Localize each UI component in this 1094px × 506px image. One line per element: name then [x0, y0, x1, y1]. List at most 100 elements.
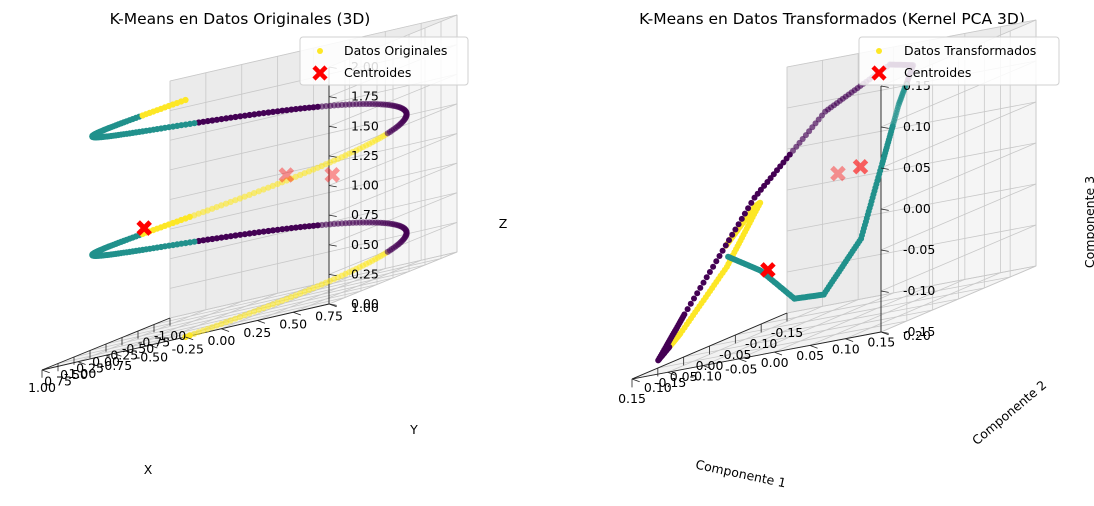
data-point: [681, 311, 688, 318]
tick-label: 0.75: [44, 374, 72, 389]
tick-label: 0.05: [670, 369, 698, 384]
grid-line: [657, 320, 907, 369]
data-point: [269, 227, 277, 234]
tick-label: -0.05: [903, 242, 935, 257]
tick-label: 1.75: [351, 89, 379, 104]
data-point: [260, 110, 267, 117]
tick-mark: [328, 273, 337, 277]
grid-line: [880, 224, 1037, 292]
data-point: [182, 96, 189, 104]
tick-label: 0.25: [351, 266, 379, 281]
data-point: [279, 226, 286, 233]
tick-mark: [880, 249, 889, 252]
data-point: [761, 182, 768, 189]
data-point: [265, 227, 272, 235]
data-point: [237, 231, 244, 238]
legend-centroid-marker: [871, 65, 887, 81]
chart-original-3d: K-Means en Datos Originales (3D) -1.00 -0…: [28, 10, 507, 477]
legend-data-label: Datos Transformados: [904, 43, 1036, 58]
data-point: [274, 226, 281, 233]
data-point: [232, 232, 239, 239]
legend-data-marker: [317, 48, 323, 54]
data-point: [748, 199, 755, 206]
data-point: [227, 233, 234, 240]
tick-mark: [738, 358, 747, 363]
tick-label: 0.15: [618, 391, 646, 406]
data-point: [260, 186, 267, 193]
tick-label: 0.25: [76, 361, 104, 376]
grid-line: [845, 272, 1001, 340]
tick-mark: [774, 351, 783, 356]
tick-mark: [328, 96, 337, 99]
data-point: [251, 308, 258, 315]
data-point: [815, 116, 822, 123]
data-point: [288, 106, 295, 113]
data-point: [729, 231, 736, 238]
tick-mark: [328, 214, 337, 217]
data-point: [255, 229, 263, 236]
data-point: [716, 253, 723, 259]
chart-kernel-pca-3d: K-Means en Datos Transformados (Kernel P…: [618, 10, 1094, 491]
data-point: [700, 279, 707, 286]
legend-centroid-label: Centroides: [904, 65, 971, 80]
tick-mark: [703, 365, 711, 369]
tick-label: 0.00: [92, 354, 120, 369]
tick-mark: [667, 371, 676, 376]
grid-line: [169, 162, 458, 230]
tick-label: 1.00: [28, 380, 56, 395]
grid-line: [786, 265, 1037, 314]
z-axis-label: Z: [499, 216, 508, 231]
data-point: [260, 228, 267, 235]
tick-label: 0.50: [60, 367, 88, 382]
legend-centroid-label: Centroides: [344, 65, 411, 80]
data-point: [227, 198, 234, 206]
grid-line: [328, 251, 458, 305]
data-point: [710, 263, 717, 270]
legend-data-label: Datos Originales: [344, 43, 447, 58]
chart-title: K-Means en Datos Originales (3D): [110, 10, 371, 28]
grid-line: [257, 268, 386, 321]
grid-line: [702, 299, 859, 366]
data-point: [297, 224, 304, 231]
data-point: [236, 195, 244, 202]
grid-line: [292, 259, 422, 313]
data-point: [719, 247, 726, 254]
grid-line: [786, 224, 1037, 273]
data-point: [269, 108, 277, 115]
tick-label: -1.00: [64, 366, 96, 381]
legend-data-marker: [876, 48, 882, 54]
data-point: [279, 107, 286, 114]
tick-mark: [257, 320, 266, 324]
data-point: [722, 242, 729, 249]
tick-label: 1.50: [351, 118, 379, 133]
data-point: [236, 313, 244, 321]
data-point: [251, 229, 258, 236]
tick-mark: [328, 185, 337, 188]
tick-mark: [631, 378, 640, 383]
grid-line: [113, 301, 242, 354]
data-point: [265, 109, 272, 116]
tick-label: -0.50: [136, 350, 168, 365]
y-axis-label: Y: [409, 422, 418, 437]
tick-label: -0.15: [903, 324, 935, 339]
data-point: [251, 111, 258, 118]
data-point: [227, 114, 234, 121]
data-point: [283, 107, 290, 114]
axis-line: [631, 331, 882, 380]
tick-label: 0.05: [796, 348, 824, 363]
tick-label: 0.00: [351, 296, 379, 311]
data-point: [725, 253, 732, 260]
axes-panes: [41, 14, 458, 371]
data-points: [89, 96, 410, 341]
tick-label: -0.15: [654, 375, 686, 390]
data-point: [241, 193, 248, 200]
legend: Datos Transformados Centroides: [858, 36, 1060, 86]
tick-label: 1.00: [351, 178, 379, 193]
data-point: [232, 113, 239, 121]
grid-line: [880, 265, 1037, 333]
data-point: [269, 182, 276, 189]
grid-line: [761, 276, 1011, 325]
tick-label: 0.50: [279, 317, 307, 332]
data-point: [687, 300, 694, 307]
tick-mark: [41, 369, 50, 374]
